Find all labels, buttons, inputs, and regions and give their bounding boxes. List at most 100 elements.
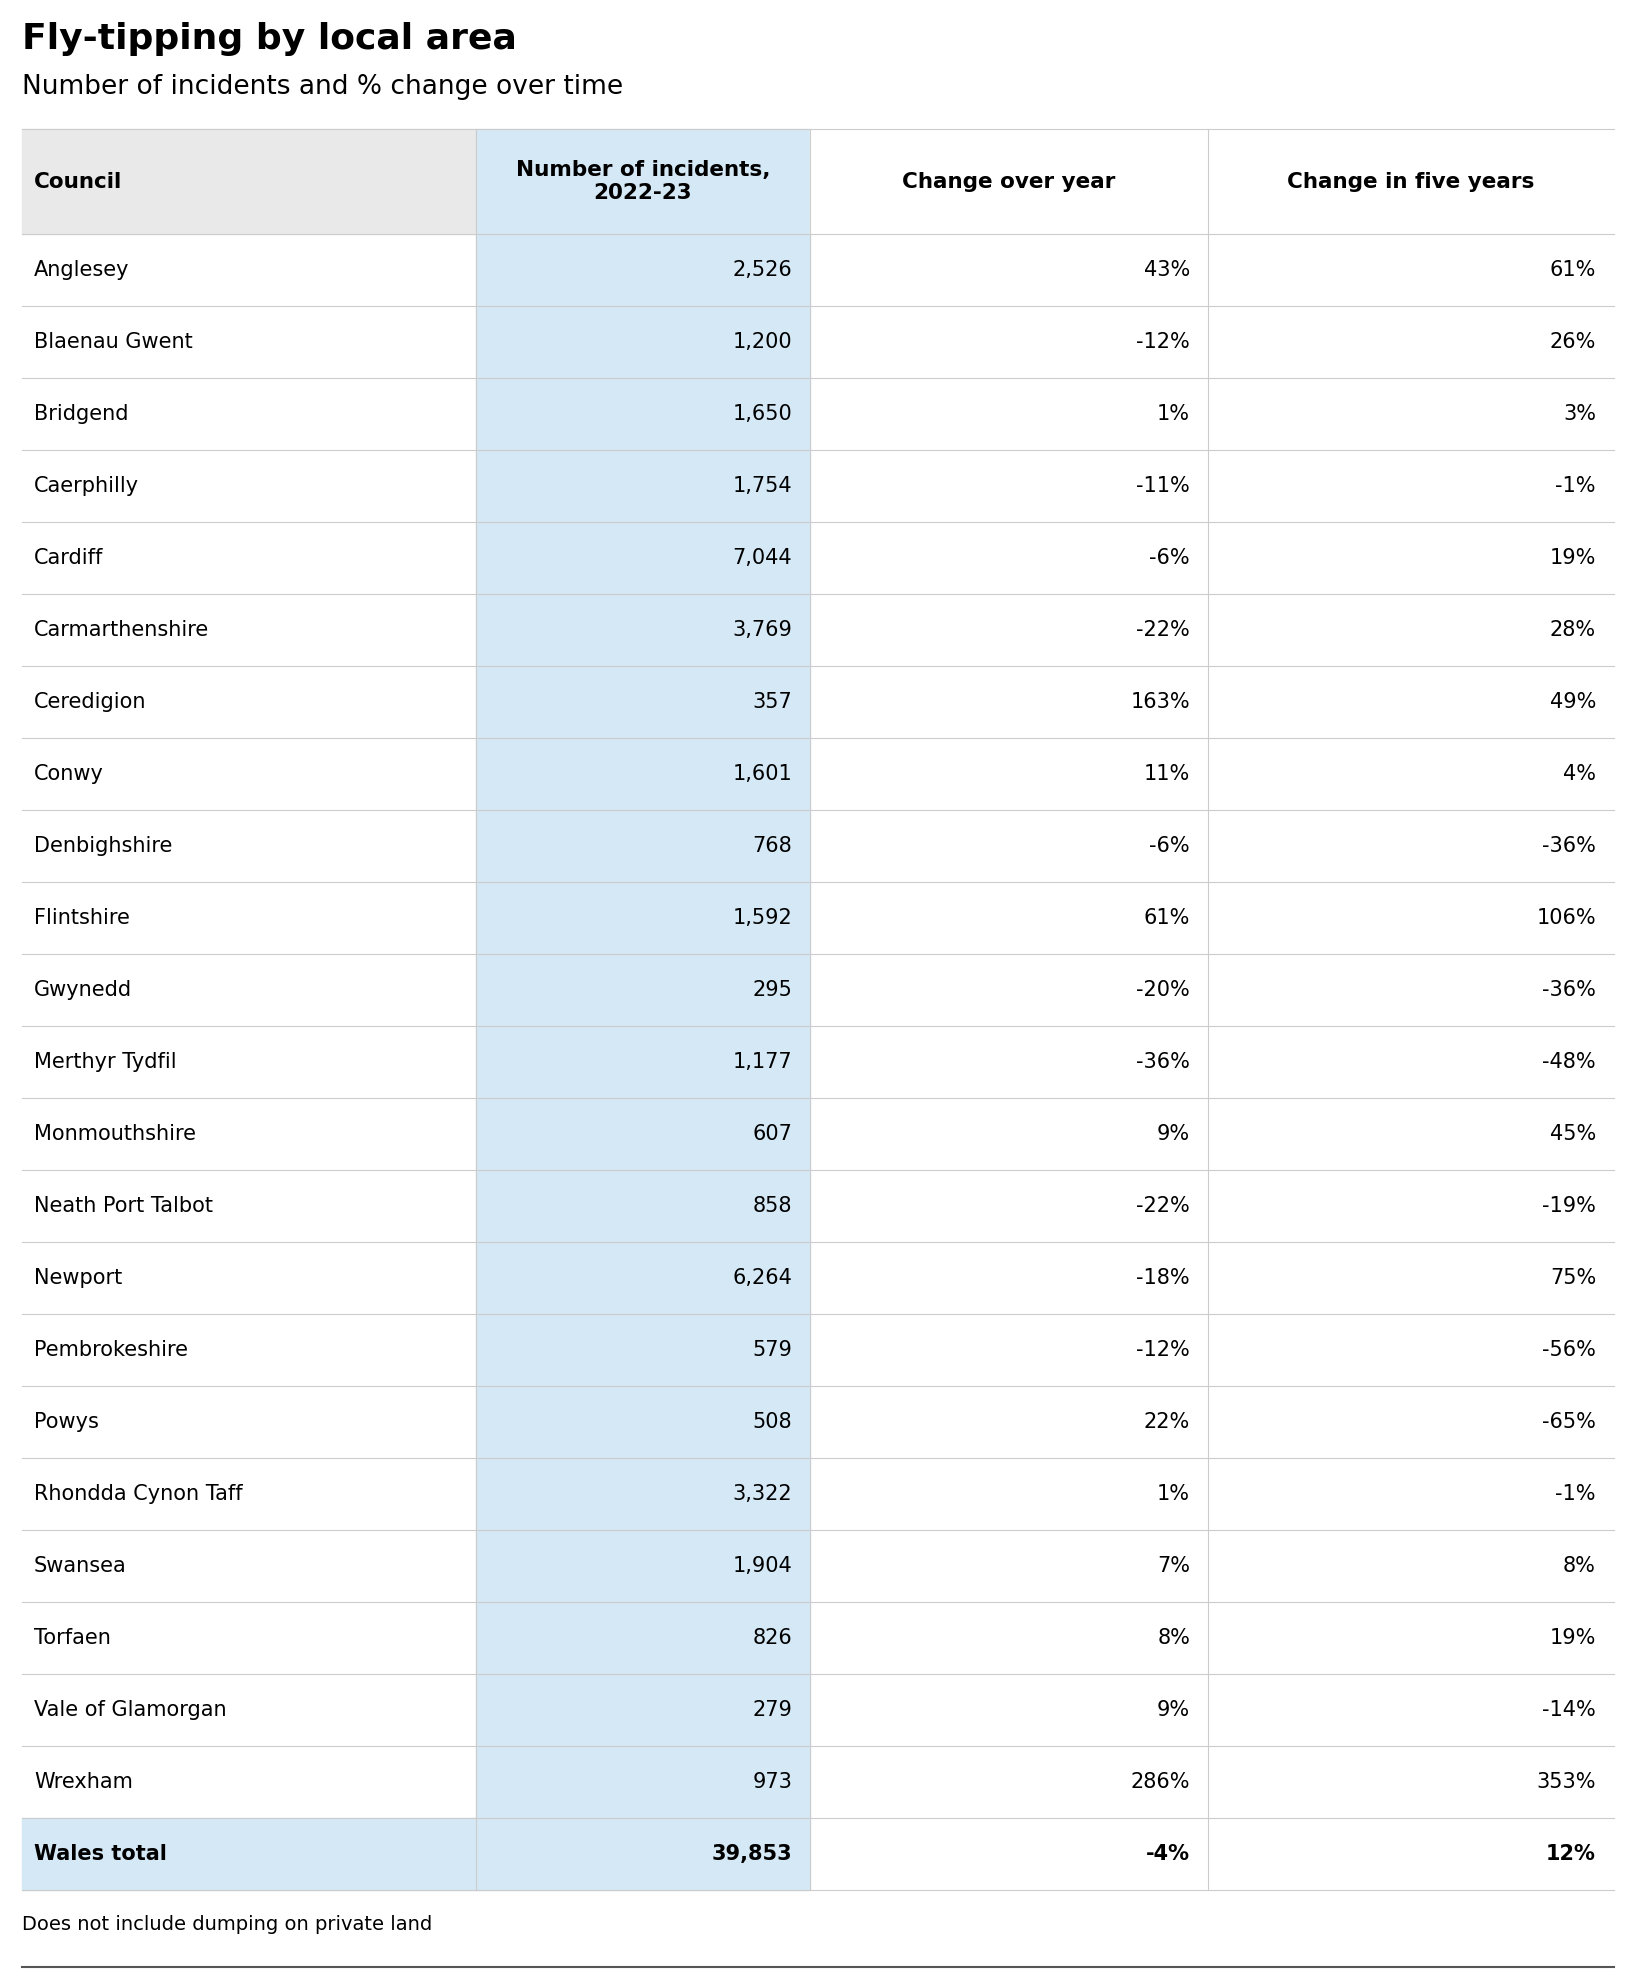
Bar (21, 128, 475, 233)
Text: 39,853: 39,853 (712, 1844, 792, 1863)
Text: -1%: -1% (1555, 1484, 1596, 1504)
Text: Caerphilly: Caerphilly (34, 476, 139, 496)
Bar (475, 233, 809, 306)
Bar (475, 1747, 809, 1818)
Text: Bridgend: Bridgend (34, 403, 129, 425)
Bar (475, 522, 809, 595)
Text: 8%: 8% (1157, 1628, 1190, 1648)
Text: Cardiff: Cardiff (34, 547, 103, 567)
Bar (21, 1818, 475, 1889)
Bar (475, 881, 809, 954)
Bar (475, 1529, 809, 1603)
Text: Swansea: Swansea (34, 1555, 127, 1577)
Text: -19%: -19% (1542, 1195, 1596, 1215)
Text: -18%: -18% (1136, 1269, 1190, 1288)
Text: -20%: -20% (1136, 980, 1190, 1000)
Text: Number of incidents and % change over time: Number of incidents and % change over ti… (21, 73, 623, 101)
Text: 28%: 28% (1550, 620, 1596, 640)
Bar (475, 1603, 809, 1674)
Text: Powys: Powys (34, 1413, 100, 1433)
Text: Merthyr Tydfil: Merthyr Tydfil (34, 1051, 176, 1073)
Bar (475, 306, 809, 377)
Text: -36%: -36% (1136, 1051, 1190, 1073)
Text: -11%: -11% (1136, 476, 1190, 496)
Text: Ceredigion: Ceredigion (34, 692, 147, 711)
Text: 61%: 61% (1144, 909, 1190, 929)
Bar (475, 128, 809, 233)
Bar (475, 595, 809, 666)
Text: 3,322: 3,322 (733, 1484, 792, 1504)
Text: 768: 768 (752, 836, 792, 856)
Text: 163%: 163% (1131, 692, 1190, 711)
Text: Anglesey: Anglesey (34, 261, 129, 281)
Bar (475, 1674, 809, 1747)
Text: Neath Port Talbot: Neath Port Talbot (34, 1195, 214, 1215)
Text: 1%: 1% (1157, 1484, 1190, 1504)
Bar (475, 1026, 809, 1099)
Text: 1,601: 1,601 (733, 765, 792, 784)
Text: 19%: 19% (1550, 547, 1596, 567)
Text: Number of incidents,
2022-23: Number of incidents, 2022-23 (516, 160, 770, 204)
Text: 9%: 9% (1157, 1124, 1190, 1144)
Text: Newport: Newport (34, 1269, 122, 1288)
Text: 353%: 353% (1536, 1772, 1596, 1792)
Text: 579: 579 (752, 1340, 792, 1359)
Bar (475, 1458, 809, 1529)
Text: -65%: -65% (1542, 1413, 1596, 1433)
Text: Change in five years: Change in five years (1288, 172, 1534, 192)
Text: 508: 508 (752, 1413, 792, 1433)
Text: Gwynedd: Gwynedd (34, 980, 132, 1000)
Text: 61%: 61% (1550, 261, 1596, 281)
Text: Change over year: Change over year (902, 172, 1116, 192)
Bar (475, 1099, 809, 1170)
Bar (475, 1243, 809, 1314)
Text: -12%: -12% (1136, 332, 1190, 352)
Bar (475, 1385, 809, 1458)
Text: -6%: -6% (1149, 547, 1190, 567)
Bar (809, 128, 1208, 233)
Text: -14%: -14% (1542, 1699, 1596, 1719)
Text: 4%: 4% (1563, 765, 1596, 784)
Text: Denbighshire: Denbighshire (34, 836, 173, 856)
Text: -56%: -56% (1542, 1340, 1596, 1359)
Text: 26%: 26% (1550, 332, 1596, 352)
Text: Does not include dumping on private land: Does not include dumping on private land (21, 1915, 432, 1935)
Text: 6,264: 6,264 (733, 1269, 792, 1288)
Text: 49%: 49% (1550, 692, 1596, 711)
Text: 357: 357 (752, 692, 792, 711)
Text: Flintshire: Flintshire (34, 909, 131, 929)
Text: 973: 973 (752, 1772, 792, 1792)
Bar (475, 666, 809, 737)
Text: Blaenau Gwent: Blaenau Gwent (34, 332, 193, 352)
Text: 3%: 3% (1563, 403, 1596, 425)
Text: 2,526: 2,526 (733, 261, 792, 281)
Text: 1,177: 1,177 (733, 1051, 792, 1073)
Text: Wrexham: Wrexham (34, 1772, 132, 1792)
Text: -36%: -36% (1542, 980, 1596, 1000)
Text: 19%: 19% (1550, 1628, 1596, 1648)
Text: 279: 279 (752, 1699, 792, 1719)
Text: 1,650: 1,650 (733, 403, 792, 425)
Text: 858: 858 (752, 1195, 792, 1215)
Text: 106%: 106% (1536, 909, 1596, 929)
Bar (475, 737, 809, 810)
Text: -22%: -22% (1136, 1195, 1190, 1215)
Text: 22%: 22% (1144, 1413, 1190, 1433)
Text: 1,904: 1,904 (733, 1555, 792, 1577)
Text: 75%: 75% (1550, 1269, 1596, 1288)
Bar (475, 451, 809, 522)
Text: 1%: 1% (1157, 403, 1190, 425)
Text: 295: 295 (752, 980, 792, 1000)
Text: 826: 826 (752, 1628, 792, 1648)
Text: Wales total: Wales total (34, 1844, 166, 1863)
Text: 7%: 7% (1157, 1555, 1190, 1577)
Text: 45%: 45% (1550, 1124, 1596, 1144)
Bar (475, 1818, 809, 1889)
Text: 1,592: 1,592 (733, 909, 792, 929)
Text: Carmarthenshire: Carmarthenshire (34, 620, 209, 640)
Text: Monmouthshire: Monmouthshire (34, 1124, 196, 1144)
Text: Vale of Glamorgan: Vale of Glamorgan (34, 1699, 227, 1719)
Text: 7,044: 7,044 (733, 547, 792, 567)
Text: 607: 607 (752, 1124, 792, 1144)
Bar (475, 377, 809, 451)
